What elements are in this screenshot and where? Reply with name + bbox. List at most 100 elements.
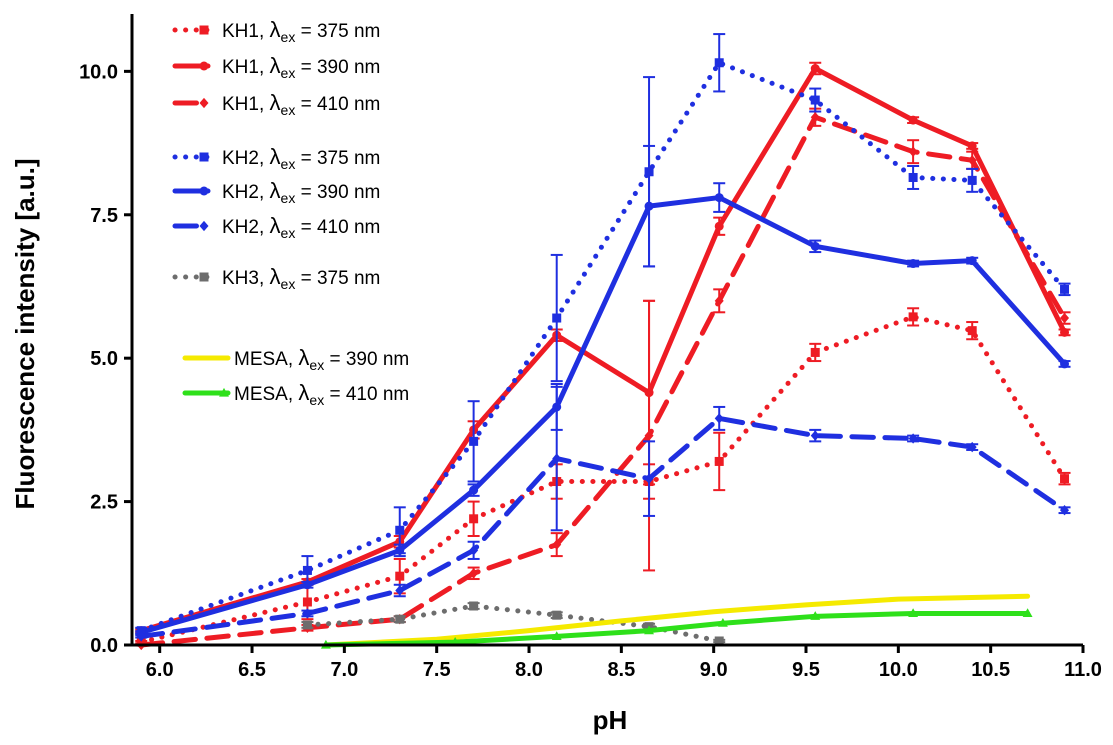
- data-point: [810, 63, 820, 73]
- series-line: [323, 610, 1031, 648]
- x-tick-label: 8.5: [607, 659, 635, 681]
- x-tick-label: 8.0: [515, 659, 543, 681]
- data-point: [908, 172, 918, 182]
- data-point: [469, 601, 479, 611]
- data-point: [1060, 327, 1070, 337]
- legend-item-mesa-390: MESA, λex = 390 nm: [182, 345, 409, 373]
- data-point: [469, 436, 479, 446]
- y-tick-label: 0.0: [90, 635, 118, 657]
- legend-marker: [199, 152, 209, 162]
- data-point: [469, 568, 479, 579]
- data-point: [302, 620, 312, 630]
- data-point: [967, 326, 977, 336]
- data-point: [967, 155, 977, 166]
- data-point: [395, 614, 405, 624]
- data-point: [551, 631, 562, 640]
- x-tick-label: 10.0: [879, 659, 918, 681]
- x-tick-label: 6.0: [146, 659, 174, 681]
- legend-label: KH2, λex = 375 nm: [222, 144, 380, 172]
- legend-marker: [219, 387, 229, 397]
- data-point: [714, 456, 724, 466]
- legend-item-kh2-390: KH2, λex = 390 nm: [172, 178, 380, 206]
- data-point: [1060, 359, 1070, 369]
- legend-label: MESA, λex = 390 nm: [234, 345, 409, 373]
- data-point: [469, 514, 479, 524]
- data-point: [644, 201, 654, 211]
- data-point: [908, 608, 919, 618]
- series-line: [138, 195, 1068, 635]
- data-point: [644, 430, 654, 441]
- data-point: [908, 115, 918, 125]
- series-kh2-410: [135, 385, 1071, 642]
- data-point: [552, 453, 562, 464]
- data-point: [302, 597, 312, 607]
- data-point: [908, 146, 918, 157]
- legend-item-mesa-410: MESA, λex = 410 nm: [182, 380, 409, 408]
- y-tick-label: 5.0: [90, 348, 118, 370]
- legend-label: KH2, λex = 410 nm: [222, 213, 380, 241]
- data-point: [908, 312, 918, 322]
- series-mesa-410: [320, 608, 1033, 649]
- data-point: [967, 141, 977, 151]
- legend-item-kh2-375: KH2, λex = 375 nm: [172, 144, 380, 172]
- data-point: [714, 221, 724, 231]
- data-point: [810, 430, 820, 441]
- data-point: [714, 193, 724, 203]
- data-layer: [135, 33, 1071, 651]
- legend-item-kh3-375: KH3, λex = 375 nm: [172, 264, 380, 292]
- data-point: [810, 611, 821, 620]
- legend-item-kh1-390: KH1, λex = 390 nm: [172, 53, 380, 81]
- data-point: [552, 610, 562, 620]
- data-point: [1060, 474, 1070, 484]
- legend-label: KH3, λex = 375 nm: [222, 264, 380, 292]
- series-kh3-375: [301, 601, 726, 646]
- legend-item-kh2-410: KH2, λex = 410 nm: [172, 213, 380, 241]
- data-point: [469, 545, 479, 556]
- x-tick-label: 10.5: [971, 659, 1010, 681]
- series-line: [138, 314, 1068, 645]
- series-line: [323, 593, 1031, 648]
- legend-label: KH1, λex = 375 nm: [222, 17, 380, 45]
- data-point: [644, 625, 654, 635]
- data-point: [714, 58, 724, 68]
- legend-item-kh1-375: KH1, λex = 375 nm: [172, 17, 380, 45]
- data-point: [302, 608, 312, 619]
- x-tick-label: 7.5: [423, 659, 451, 681]
- y-axis-title: Fluorescence intensity [a.u.]: [10, 158, 40, 509]
- legend-item-kh1-410: KH1, λex = 410 nm: [172, 90, 380, 118]
- x-tick-label: 9.0: [700, 659, 728, 681]
- data-point: [552, 313, 562, 323]
- y-tick-label: 2.5: [90, 492, 118, 514]
- data-point: [302, 565, 312, 575]
- data-point: [395, 525, 405, 535]
- legend-label: KH1, λex = 390 nm: [222, 53, 380, 81]
- data-point: [810, 112, 820, 123]
- legend-label: MESA, λex = 410 nm: [234, 380, 409, 408]
- data-point: [810, 241, 820, 251]
- legend-label: KH1, λex = 410 nm: [222, 90, 380, 118]
- legend-label: KH2, λex = 390 nm: [222, 178, 380, 206]
- legend-marker: [199, 272, 209, 282]
- legend-marker: [199, 25, 209, 35]
- series-line: [138, 415, 1068, 639]
- data-point: [395, 571, 405, 581]
- data-point: [395, 545, 405, 555]
- legend: KH1, λex = 375 nm KH1, λex = 390 nm KH1, λ…: [172, 17, 409, 408]
- x-tick-label: 7.0: [330, 659, 358, 681]
- data-point: [714, 636, 724, 646]
- legend-marker: [199, 220, 209, 232]
- data-point: [1060, 312, 1070, 324]
- series-mesa-390: [323, 593, 1031, 648]
- data-point: [908, 433, 918, 444]
- data-point: [967, 256, 977, 266]
- legend-marker: [199, 97, 209, 109]
- data-point: [967, 441, 977, 453]
- data-point: [136, 631, 146, 642]
- data-point: [1060, 284, 1070, 294]
- axes-layer: 6.0 6.5 7.0 7.5 8.0 8.5 9.0 9.5 10.0 10.5 11.0 0.0 2…: [79, 14, 1102, 681]
- x-tick-label: 9.5: [792, 659, 820, 681]
- data-point: [552, 539, 562, 550]
- data-point: [717, 618, 728, 627]
